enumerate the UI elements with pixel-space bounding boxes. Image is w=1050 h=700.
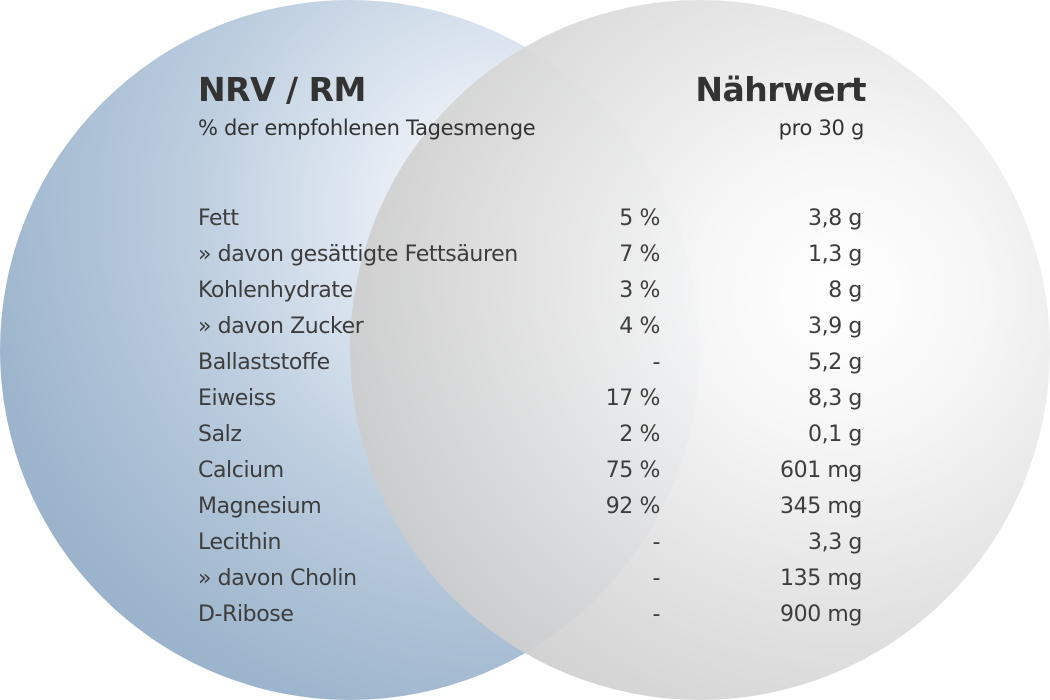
table-row: Fett 5 % 3,8 g	[198, 204, 862, 240]
table-row: » davon gesättigte Fettsäuren 7 % 1,3 g	[198, 240, 862, 276]
nutrient-value: 900 mg	[780, 602, 862, 627]
table-row: Magnesium 92 % 345 mg	[198, 492, 862, 528]
table-row: » davon Cholin - 135 mg	[198, 564, 862, 600]
nutrient-value: 1,3 g	[808, 242, 862, 267]
nrv-percent: 92 %	[605, 494, 661, 519]
nutrient-name: Fett	[198, 206, 239, 231]
nrv-percent: -	[652, 530, 660, 555]
nrv-percent: 2 %	[619, 422, 660, 447]
nutrient-rows: Fett 5 % 3,8 g » davon gesättigte Fettsä…	[198, 204, 862, 636]
nutrient-value: 5,2 g	[808, 350, 862, 375]
nutrient-value: 345 mg	[780, 494, 862, 519]
nrv-heading: NRV / RM	[198, 70, 366, 109]
table-row: Kohlenhydrate 3 % 8 g	[198, 276, 862, 312]
nutrient-value: 3,9 g	[808, 314, 862, 339]
table-row: Eiweiss 17 % 8,3 g	[198, 384, 862, 420]
table-row: Calcium 75 % 601 mg	[198, 456, 862, 492]
nutrient-name: » davon gesättigte Fettsäuren	[198, 242, 518, 267]
table-row: Ballaststoffe - 5,2 g	[198, 348, 862, 384]
nutrient-value: 135 mg	[780, 566, 862, 591]
table-row: Lecithin - 3,3 g	[198, 528, 862, 564]
nutrient-name: Ballaststoffe	[198, 350, 330, 375]
nrv-percent: -	[652, 350, 660, 375]
nrv-percent: 75 %	[605, 458, 661, 483]
nrv-subheading: % der empfohlenen Tagesmenge	[198, 116, 536, 140]
portion-subheading: pro 30 g	[778, 116, 865, 140]
nrv-percent: 3 %	[619, 278, 660, 303]
nutrient-value: 8,3 g	[808, 386, 862, 411]
nutrient-name: Calcium	[198, 458, 284, 483]
grey-circle-background	[350, 0, 1050, 700]
nutrient-name: Salz	[198, 422, 242, 447]
nrv-percent: 17 %	[605, 386, 661, 411]
nutrient-name: Lecithin	[198, 530, 282, 555]
nutrient-name: » davon Zucker	[198, 314, 364, 339]
nutrient-name: Kohlenhydrate	[198, 278, 353, 303]
nrv-percent: 4 %	[619, 314, 660, 339]
nrv-percent: 5 %	[619, 206, 660, 231]
nrv-percent: -	[652, 602, 660, 627]
table-row: Salz 2 % 0,1 g	[198, 420, 862, 456]
nrv-percent: 7 %	[619, 242, 660, 267]
nutrient-name: Magnesium	[198, 494, 322, 519]
naehrwert-heading: Nährwert	[695, 70, 866, 109]
nutrient-value: 3,8 g	[808, 206, 862, 231]
nutrient-name: Eiweiss	[198, 386, 276, 411]
nrv-percent: -	[652, 566, 660, 591]
nutrient-value: 3,3 g	[808, 530, 862, 555]
nutrient-value: 601 mg	[780, 458, 862, 483]
table-row: D-Ribose - 900 mg	[198, 600, 862, 636]
nutrient-value: 8 g	[828, 278, 862, 303]
nutrient-value: 0,1 g	[808, 422, 862, 447]
nutrient-name: » davon Cholin	[198, 566, 357, 591]
table-row: » davon Zucker 4 % 3,9 g	[198, 312, 862, 348]
nutrient-name: D-Ribose	[198, 602, 294, 627]
